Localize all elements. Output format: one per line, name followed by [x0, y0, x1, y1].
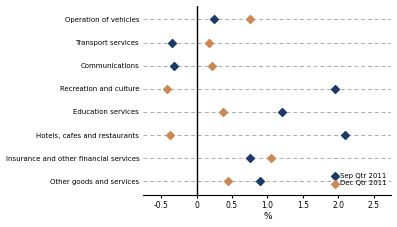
Sep Qtr 2011	[168, 41, 175, 44]
X-axis label: %: %	[263, 212, 272, 222]
Dec Qtr 2011	[166, 133, 173, 137]
Sep Qtr 2011	[257, 179, 264, 183]
Dec Qtr 2011	[220, 110, 227, 114]
Dec Qtr 2011	[209, 64, 215, 67]
Dec Qtr 2011	[268, 156, 274, 160]
Legend: Sep Qtr 2011, Dec Qtr 2011: Sep Qtr 2011, Dec Qtr 2011	[332, 171, 388, 188]
Sep Qtr 2011	[247, 156, 253, 160]
Sep Qtr 2011	[171, 64, 177, 67]
Dec Qtr 2011	[164, 87, 170, 91]
Sep Qtr 2011	[278, 110, 285, 114]
Sep Qtr 2011	[342, 133, 349, 137]
Dec Qtr 2011	[225, 179, 231, 183]
Dec Qtr 2011	[247, 18, 253, 21]
Sep Qtr 2011	[211, 18, 218, 21]
Sep Qtr 2011	[331, 87, 338, 91]
Dec Qtr 2011	[206, 41, 212, 44]
